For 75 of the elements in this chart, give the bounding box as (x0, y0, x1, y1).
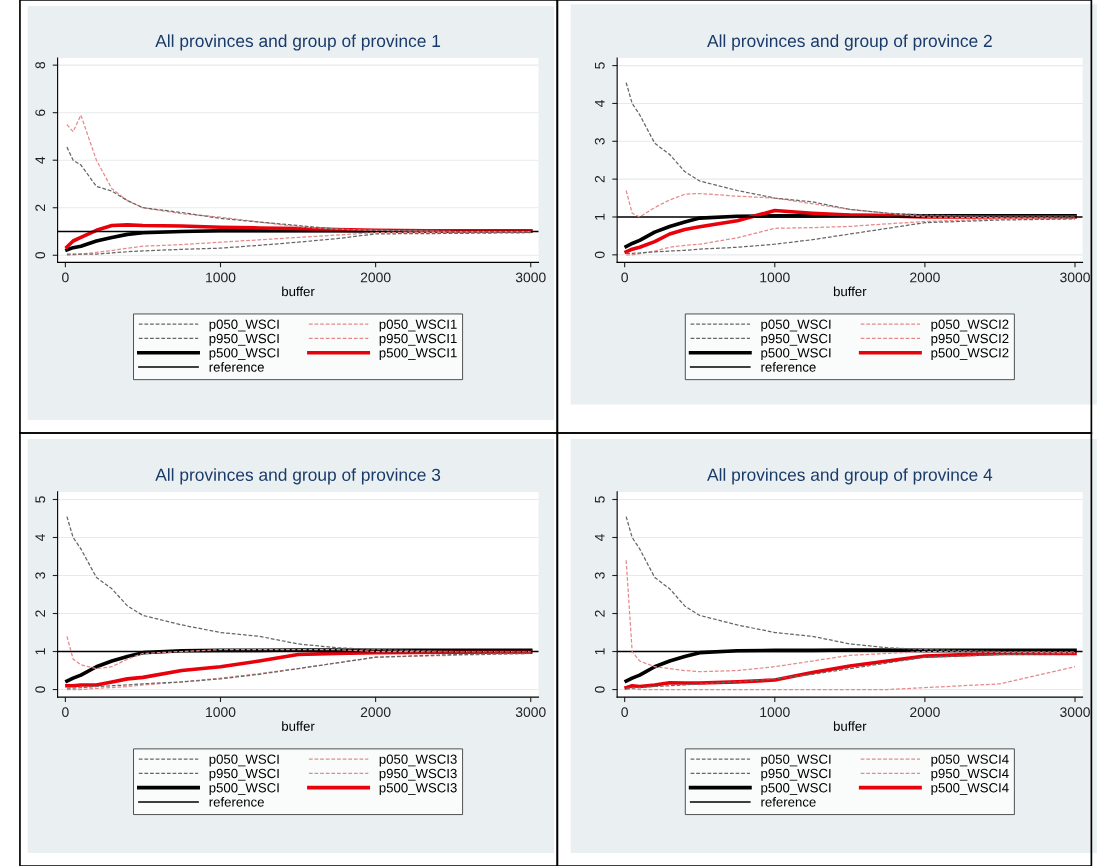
legend-label: p950_WSCI4 (931, 768, 1009, 781)
chart-title: All provinces and group of province 1 (155, 34, 441, 51)
x-tick-label: 3000 (1060, 272, 1090, 283)
x-tick-label: 1000 (760, 707, 790, 718)
y-tick-label: 6 (35, 109, 46, 116)
legend-label: p500_WSCI3 (379, 783, 457, 796)
y-tick-label: 2 (35, 610, 46, 617)
y-tick-label: 1 (595, 213, 605, 220)
legend-label: p500_WSCI (209, 348, 279, 361)
y-tick-label: 3 (594, 572, 605, 579)
x-tick-label: 1000 (760, 272, 790, 283)
y-tick-label: 0 (594, 686, 605, 693)
legend-label: p050_WSCI3 (379, 754, 457, 767)
legend-label: p950_WSCI1 (379, 333, 457, 346)
legend-label: p950_WSCI (761, 768, 831, 781)
legend-label: p050_WSCI (761, 319, 831, 332)
y-tick-label: 2 (594, 175, 605, 183)
legend-label: p050_WSCI2 (931, 319, 1009, 332)
legend-label: reference (761, 797, 816, 807)
legend-label: reference (209, 797, 264, 807)
x-axis-title: buffer (833, 286, 867, 297)
y-tick-label: 4 (35, 534, 46, 542)
x-tick-label: 2000 (910, 272, 940, 283)
y-tick-label: 4 (595, 99, 605, 107)
y-tick-label: 1 (595, 648, 605, 655)
y-tick-label: 2 (35, 204, 46, 211)
x-tick-label: 2000 (360, 272, 391, 283)
legend-label: p050_WSCI (209, 754, 279, 767)
legend-label: p950_WSCI (761, 333, 831, 346)
x-axis-title: buffer (833, 721, 867, 731)
y-tick-label: 0 (35, 686, 46, 693)
chart-title: All provinces and group of province 3 (155, 468, 441, 485)
x-tick-label: 1000 (206, 272, 236, 283)
legend-label: p950_WSCI (209, 333, 279, 346)
y-tick-label: 2 (594, 610, 605, 617)
chart-title: All provinces and group of province 4 (707, 468, 993, 485)
x-tick-label: 0 (62, 272, 69, 283)
y-tick-label: 3 (35, 572, 46, 579)
x-axis-title: buffer (282, 721, 315, 731)
x-tick-label: 0 (621, 272, 628, 283)
legend-label: reference (209, 362, 264, 372)
legend-label: p050_WSCI (761, 754, 831, 767)
x-tick-label: 3000 (1060, 707, 1090, 718)
legend-label: p500_WSCI1 (379, 348, 457, 361)
legend-label: p050_WSCI1 (379, 319, 457, 332)
y-tick-label: 5 (35, 496, 46, 503)
x-axis-title: buffer (282, 286, 315, 297)
legend-label: p950_WSCI (209, 768, 279, 781)
legend-label: reference (761, 362, 816, 372)
x-tick-label: 1000 (206, 707, 236, 718)
legend-label: p500_WSCI (209, 783, 279, 796)
x-tick-label: 0 (62, 707, 69, 718)
legend-label: p500_WSCI4 (931, 783, 1009, 796)
x-tick-label: 3000 (515, 272, 546, 283)
y-tick-label: 0 (594, 251, 605, 259)
legend-label: p050_WSCI (209, 319, 279, 332)
y-tick-label: 4 (35, 156, 46, 164)
x-tick-label: 3000 (515, 707, 546, 718)
y-tick-label: 4 (595, 534, 605, 542)
legend-label: p950_WSCI3 (379, 768, 457, 781)
y-tick-label: 8 (35, 61, 46, 69)
chart-title: All provinces and group of province 2 (707, 34, 992, 51)
legend-label: p050_WSCI4 (931, 754, 1009, 767)
legend-label: p500_WSCI (761, 348, 831, 361)
x-tick-label: 2000 (360, 707, 391, 718)
y-tick-label: 3 (594, 138, 605, 145)
legend-label: p950_WSCI2 (931, 333, 1009, 346)
legend-label: p500_WSCI2 (931, 348, 1009, 361)
legend-label: p500_WSCI (761, 783, 831, 796)
x-tick-label: 2000 (910, 707, 940, 718)
y-tick-label: 5 (595, 496, 605, 503)
x-tick-label: 0 (621, 707, 628, 718)
y-tick-label: 1 (35, 648, 46, 655)
y-tick-label: 0 (35, 251, 46, 259)
y-tick-label: 5 (595, 62, 605, 69)
